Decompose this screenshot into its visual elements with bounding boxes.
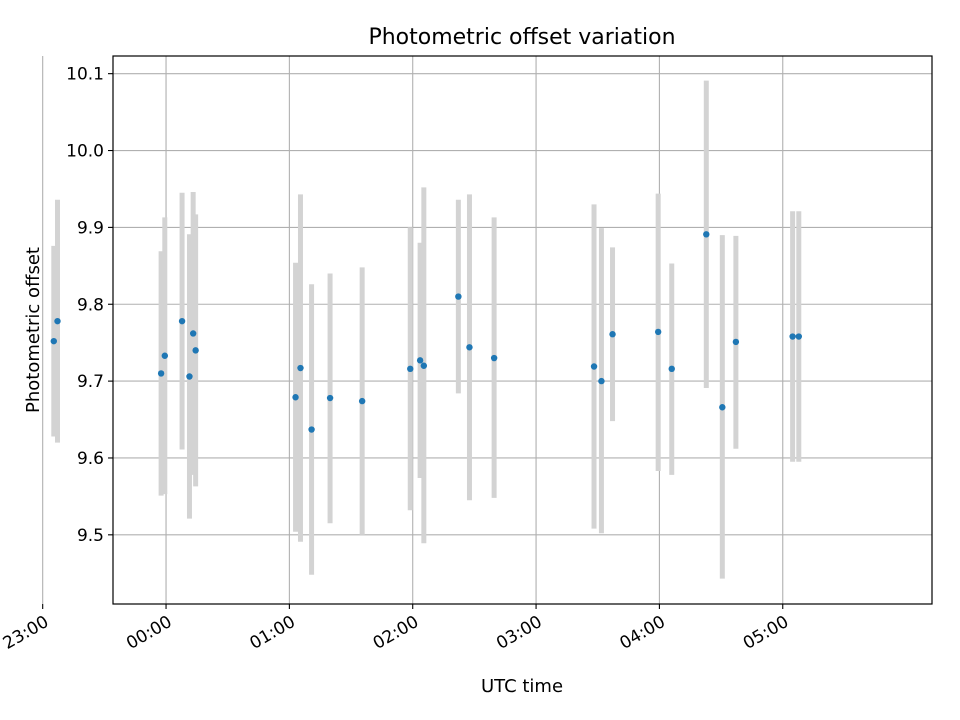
data-point (789, 333, 796, 340)
data-point (668, 365, 675, 373)
x-tick-label: 23:00 (0, 612, 52, 654)
data-point (732, 338, 740, 346)
data-point (326, 394, 334, 402)
plot-frame (112, 55, 933, 605)
data-point (654, 328, 662, 336)
x-tick-label: 01:00 (246, 612, 298, 654)
x-tick-label: 05:00 (740, 612, 792, 654)
data-point (157, 370, 165, 377)
data-point (308, 426, 315, 433)
data-point (598, 377, 605, 385)
data-point (466, 344, 473, 351)
data-point (189, 330, 197, 337)
data-point (416, 357, 424, 364)
data-point (609, 331, 616, 338)
y-tick-label: 9.8 (77, 295, 104, 315)
y-axis-ticks: 9.5 9.6 9.7 9.8 9.9 10.0 10.1 (66, 65, 113, 546)
data-point (297, 364, 304, 372)
y-tick-label: 9.5 (77, 526, 104, 546)
y-tick-label: 10.1 (66, 65, 104, 85)
data-point (420, 362, 428, 369)
data-point (178, 317, 186, 325)
chart-title: Photometric offset variation (368, 25, 675, 50)
data-point (590, 363, 598, 370)
x-axis-label: UTC time (481, 676, 563, 697)
data-point (490, 354, 498, 362)
x-tick-label: 02:00 (370, 612, 422, 654)
data-points (50, 231, 802, 433)
x-tick-label: 00:00 (123, 612, 175, 654)
data-point (292, 394, 299, 401)
y-tick-label: 9.7 (77, 372, 104, 392)
data-point (50, 337, 57, 345)
data-point (186, 373, 193, 380)
data-point (719, 404, 726, 411)
y-tick-label: 9.6 (77, 449, 104, 469)
data-point (703, 231, 710, 238)
data-point (455, 293, 462, 300)
x-axis-ticks: 23:00 00:00 01:00 02:00 03:00 04:00 05:00 (0, 604, 792, 654)
x-tick-label: 03:00 (493, 612, 545, 654)
data-point (358, 397, 366, 405)
x-tick-label: 04:00 (616, 612, 668, 654)
data-point (161, 352, 169, 359)
y-tick-label: 10.0 (66, 142, 104, 162)
y-tick-label: 9.9 (77, 218, 104, 238)
data-point (795, 333, 802, 340)
data-point (54, 317, 61, 325)
y-axis-label: Photometric offset (23, 247, 44, 413)
data-point (192, 347, 199, 354)
data-point (407, 365, 414, 373)
